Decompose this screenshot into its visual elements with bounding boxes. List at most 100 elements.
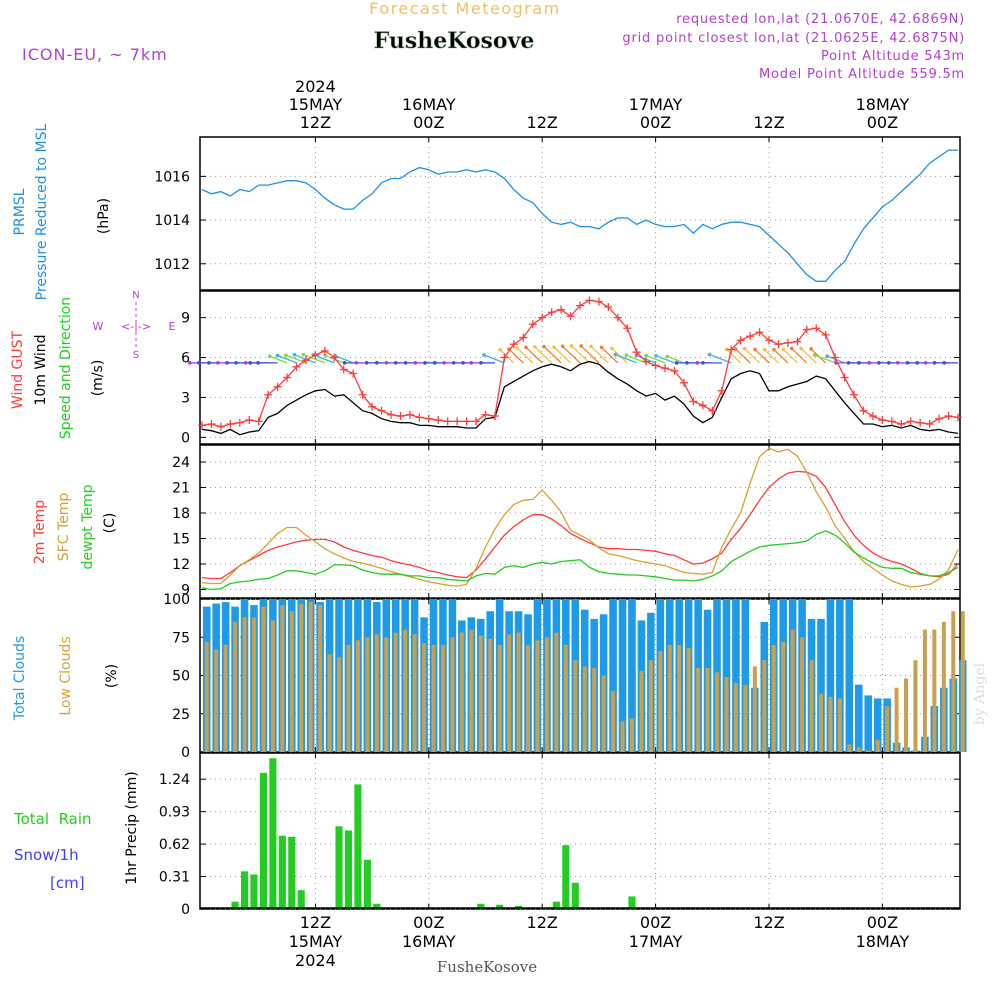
low-cloud-bar bbox=[818, 693, 823, 752]
rain-bar bbox=[354, 784, 362, 909]
wind-arrow-head bbox=[364, 361, 369, 365]
wind-gust-marker bbox=[396, 412, 405, 421]
wind-arrow-head bbox=[644, 353, 649, 358]
bottom-axis-hour: 12Z bbox=[527, 913, 558, 932]
bottom-axis-hour: 12Z bbox=[753, 913, 784, 932]
wind-direction-arrow bbox=[277, 354, 297, 364]
low-cloud-bar bbox=[497, 644, 502, 752]
wind-arrow-head bbox=[695, 361, 700, 365]
wind-arrow-head bbox=[469, 361, 474, 365]
wind-arrow-head bbox=[498, 347, 502, 352]
rain-bar bbox=[297, 890, 305, 909]
wind-gust-marker bbox=[273, 382, 282, 391]
wind-gust-marker bbox=[557, 305, 566, 314]
low-cloud-bar bbox=[488, 638, 493, 752]
low-cloud-bar bbox=[592, 667, 597, 752]
y-tick-label: 0.62 bbox=[159, 837, 190, 853]
wind-gust-marker bbox=[235, 418, 244, 427]
cloud-unit-label: (%) bbox=[104, 664, 120, 688]
top-axis-date: 15MAY bbox=[289, 95, 343, 114]
wind-gust-marker bbox=[935, 414, 944, 423]
wind-direction-arrow bbox=[791, 347, 808, 364]
total-cloud-bar bbox=[845, 599, 854, 752]
rain-bar bbox=[496, 904, 504, 909]
low-cloud-bar bbox=[847, 744, 852, 752]
temp-2m-label: 2m Temp bbox=[32, 500, 48, 564]
bottom-axis-date: 17MAY bbox=[629, 932, 683, 951]
wind-direction-arrow bbox=[744, 348, 760, 364]
wind-arrow-head bbox=[589, 344, 593, 349]
top-axis-hour: 00Z bbox=[867, 113, 898, 132]
wind-arrow-head bbox=[354, 361, 359, 365]
wind-arrow-head bbox=[915, 361, 919, 365]
y-tick-label: 25 bbox=[172, 707, 190, 723]
wind-gust-marker bbox=[689, 397, 698, 406]
panel-frame bbox=[199, 752, 961, 910]
low-cloud-bar bbox=[904, 678, 909, 752]
forecast-meteogram-title: Forecast Meteogram bbox=[369, 0, 560, 18]
wind-arrow-head bbox=[867, 361, 871, 365]
wind-arrow-head bbox=[799, 346, 803, 351]
low-cloud-bar bbox=[648, 660, 653, 752]
total-cloud-bar bbox=[609, 599, 617, 752]
low-cloud-bar bbox=[686, 647, 691, 752]
wind-arrow-head bbox=[432, 361, 437, 365]
top-axis-hour: 12Z bbox=[300, 113, 331, 132]
compass-n: N bbox=[132, 290, 139, 301]
compass-w: W bbox=[93, 320, 104, 333]
low-cloud-bar bbox=[960, 611, 965, 752]
low-cloud-bar bbox=[346, 644, 351, 752]
wind-gust-marker bbox=[453, 417, 462, 426]
wind-arrow-head bbox=[515, 346, 519, 350]
wind-arrow-head bbox=[442, 361, 446, 365]
wind-gust-marker bbox=[736, 336, 745, 345]
total-cloud-bar bbox=[836, 599, 844, 752]
wind-arrow-head bbox=[197, 361, 201, 365]
low-cloud-bar bbox=[667, 644, 672, 752]
wind-direction-arrow bbox=[645, 354, 666, 364]
wind-arrow-head bbox=[225, 361, 229, 365]
wind-gust-marker bbox=[330, 353, 339, 362]
low-cloud-bar bbox=[629, 718, 634, 752]
wind-arrow-head bbox=[624, 353, 629, 357]
wind-direction-arrow bbox=[773, 349, 789, 364]
wind-gust-marker bbox=[850, 390, 859, 399]
wind-gust-marker bbox=[594, 297, 603, 306]
panel-frame bbox=[199, 290, 961, 445]
point-altitude: Point Altitude 543m bbox=[821, 49, 965, 64]
low-cloud-bar bbox=[412, 634, 417, 752]
wind-arrow-head bbox=[742, 346, 747, 351]
wind-arrow-head bbox=[707, 352, 712, 357]
wind-arrow-head bbox=[895, 361, 900, 365]
low-cloud-bar bbox=[809, 660, 814, 752]
wind-arrow-head bbox=[654, 353, 658, 358]
wind-10m-label: 10m Wind bbox=[33, 334, 49, 405]
wind-direction-arrow bbox=[615, 354, 637, 364]
requested-coordinates: requested lon,lat (21.0670E, 42.6869N) bbox=[676, 12, 965, 27]
wind-direction-arrow bbox=[601, 346, 619, 364]
wind-gust-marker bbox=[472, 417, 481, 426]
wind-arrow-head bbox=[542, 344, 546, 349]
low-cloud-bar bbox=[696, 667, 701, 752]
wind-arrow-head bbox=[267, 354, 272, 358]
low-cloud-bar bbox=[440, 644, 445, 752]
wind-arrow-head bbox=[905, 361, 910, 365]
wind-gust-marker bbox=[424, 414, 433, 423]
total-rain-label: Total Rain bbox=[13, 810, 92, 828]
rain-bar bbox=[269, 758, 277, 909]
rain-bar bbox=[231, 901, 239, 909]
wind-direction-arrow bbox=[814, 354, 836, 364]
wind-direction-arrow bbox=[516, 347, 534, 364]
y-tick-label: 21 bbox=[172, 481, 190, 497]
wind-arrow-head bbox=[857, 361, 861, 365]
low-cloud-bar bbox=[223, 644, 228, 752]
bottom-axis-date: 16MAY bbox=[402, 932, 456, 951]
low-cloud-bar bbox=[705, 667, 710, 752]
wind-gust-marker bbox=[377, 406, 386, 415]
prmsl-line bbox=[201, 149, 958, 282]
wind-gust-marker bbox=[632, 348, 641, 357]
precipitation-panel: 0 0.31 0.62 0.93 1.24 bbox=[159, 752, 961, 918]
wind-arrow-head bbox=[846, 361, 851, 365]
wind-gust-marker bbox=[226, 420, 235, 429]
